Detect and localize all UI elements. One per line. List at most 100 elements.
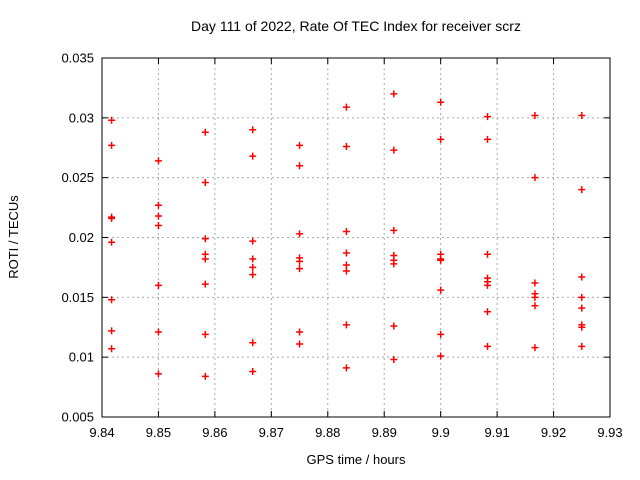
- scatter-point: [578, 323, 586, 331]
- scatter-point: [437, 286, 445, 294]
- scatter-point: [531, 174, 539, 182]
- scatter-point: [154, 212, 162, 220]
- axis-ticks: [101, 57, 611, 418]
- scatter-point: [437, 256, 445, 264]
- x-tick-label: 9.86: [202, 425, 227, 440]
- scatter-point: [249, 255, 257, 263]
- scatter-point: [390, 260, 398, 268]
- scatter-point: [249, 152, 257, 160]
- scatter-point: [108, 141, 116, 149]
- scatter-point: [342, 321, 350, 329]
- scatter-point: [578, 293, 586, 301]
- scatter-point: [390, 356, 398, 364]
- scatter-point: [296, 265, 304, 273]
- scatter-point: [578, 111, 586, 119]
- x-tick-label: 9.87: [259, 425, 284, 440]
- y-tick-label: 0.01: [69, 350, 94, 365]
- scatter-point: [484, 113, 492, 121]
- y-tick-label: 0.035: [61, 51, 94, 66]
- scatter-point: [296, 328, 304, 336]
- scatter-point: [154, 157, 162, 165]
- scatter-point: [390, 226, 398, 234]
- scatter-point: [154, 222, 162, 230]
- scatter-point: [531, 111, 539, 119]
- scatter-point: [249, 271, 257, 279]
- scatter-point: [437, 135, 445, 143]
- y-tick-label: 0.02: [69, 230, 94, 245]
- x-tick-label: 9.88: [315, 425, 340, 440]
- x-tick-label: 9.85: [146, 425, 171, 440]
- scatter-point: [342, 228, 350, 236]
- scatter-point: [249, 237, 257, 245]
- scatter-point: [342, 143, 350, 151]
- scatter-point: [154, 281, 162, 289]
- scatter-point: [108, 345, 116, 353]
- scatter-point: [578, 304, 586, 312]
- scatter-point: [154, 328, 162, 336]
- scatter-point: [342, 267, 350, 275]
- grid-lines: [101, 57, 611, 418]
- x-tick-label: 9.9: [432, 425, 450, 440]
- scatter-point: [249, 368, 257, 376]
- scatter-point: [201, 235, 209, 243]
- scatter-point: [578, 186, 586, 194]
- scatter-point: [437, 352, 445, 360]
- scatter-point: [578, 342, 586, 350]
- scatter-point: [484, 135, 492, 143]
- plot-border: [101, 57, 611, 418]
- scatter-point: [342, 103, 350, 111]
- scatter-point: [201, 280, 209, 288]
- scatter-point: [531, 293, 539, 301]
- scatter-point: [484, 250, 492, 258]
- scatter-point: [531, 302, 539, 310]
- scatter-point: [437, 98, 445, 106]
- scatter-point: [342, 261, 350, 269]
- scatter-point: [108, 116, 116, 124]
- x-tick-label: 9.91: [484, 425, 509, 440]
- scatter-point: [249, 263, 257, 271]
- scatter-point: [296, 141, 304, 149]
- scatter-point: [296, 340, 304, 348]
- y-tick-label: 0.005: [61, 410, 94, 425]
- chart-title: Day 111 of 2022, Rate Of TEC Index for r…: [191, 18, 521, 34]
- scatter-point: [390, 322, 398, 330]
- scatter-point: [484, 342, 492, 350]
- x-tick-label: 9.93: [597, 425, 622, 440]
- scatter-point: [296, 257, 304, 265]
- scatter-point: [531, 344, 539, 352]
- x-tick-label: 9.92: [541, 425, 566, 440]
- scatter-point: [201, 178, 209, 186]
- scatter-point: [390, 90, 398, 98]
- scatter-point: [154, 201, 162, 209]
- scatter-point: [342, 364, 350, 372]
- scatter-point: [296, 162, 304, 170]
- scatter-point: [108, 327, 116, 335]
- x-axis-label: GPS time / hours: [307, 452, 406, 467]
- scatter-point: [108, 214, 116, 222]
- x-tick-labels: 9.84 9.85 9.86 9.87 9.88 9.89 9.9 9.91 9.92 9.93: [89, 425, 622, 440]
- scatter-point: [249, 126, 257, 134]
- scatter-point: [578, 273, 586, 281]
- scatter-point: [201, 330, 209, 338]
- scatter-point: [201, 128, 209, 136]
- y-tick-label: 0.015: [61, 290, 94, 305]
- y-tick-label: 0.025: [61, 170, 94, 185]
- scatter-point: [390, 146, 398, 154]
- scatter-point: [296, 230, 304, 238]
- scatter-point: [108, 238, 116, 246]
- x-tick-label: 9.89: [372, 425, 397, 440]
- x-tick-label: 9.84: [89, 425, 114, 440]
- scatter-point: [437, 330, 445, 338]
- scatter-point: [484, 281, 492, 289]
- scatter-point: [154, 370, 162, 378]
- y-axis-label: ROTI / TECUs: [6, 195, 21, 279]
- y-tick-labels: 0.005 0.01 0.015 0.02 0.025 0.03 0.035: [61, 51, 94, 425]
- scatter-point: [342, 249, 350, 257]
- scatter-point: [249, 339, 257, 347]
- y-tick-label: 0.03: [69, 110, 94, 125]
- scatter-point: [108, 296, 116, 304]
- scatter-point: [201, 372, 209, 380]
- data-points: [108, 90, 586, 380]
- scatter-point: [201, 255, 209, 263]
